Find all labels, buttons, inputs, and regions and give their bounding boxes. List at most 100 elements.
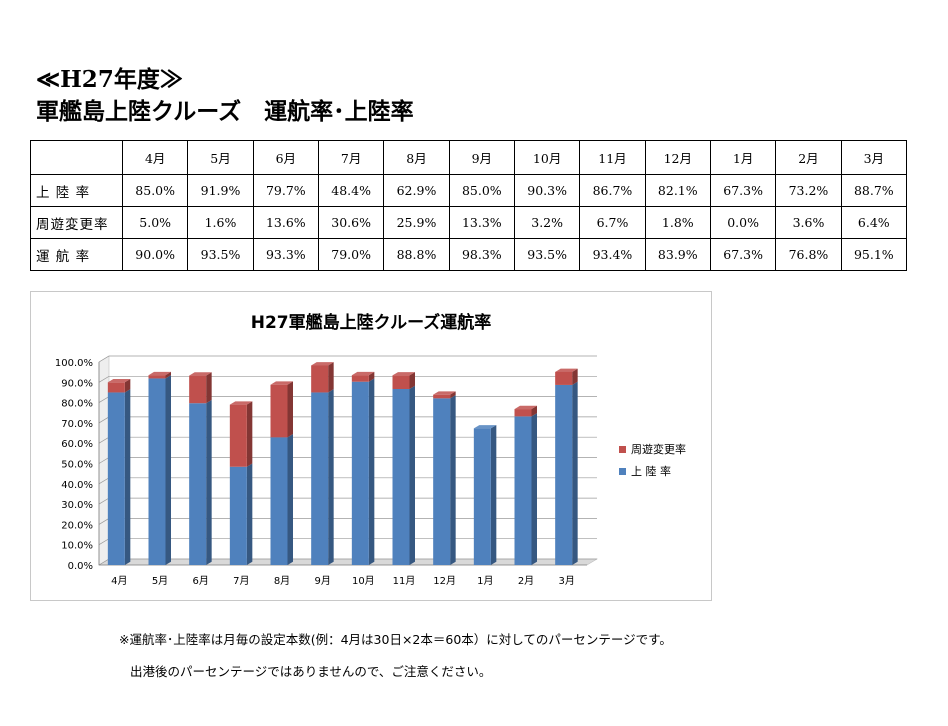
plot-area (99, 356, 597, 565)
bar-side (124, 389, 131, 565)
legend-label: 上 陸 率 (631, 464, 671, 478)
footnote: ※運航率･上陸率は月毎の設定本数(例：4月は30日×2本＝60本）に対してのパー… (119, 632, 672, 647)
bar-side (328, 362, 334, 393)
table-cell: 1.8% (644, 206, 711, 239)
chart-container: H27軍艦島上陸クルーズ運航率 0.0% 10.0% 20.0% 30.0% 40.0% 5… (30, 291, 712, 601)
x-tick-label: 1月 (477, 575, 493, 587)
month-header: 11月 (579, 140, 646, 175)
bar-segment (351, 381, 369, 565)
bar-side (246, 401, 253, 467)
table-cell: 48.4% (317, 174, 385, 207)
table-cell: 62.9% (383, 174, 450, 207)
table-cell: 85.0% (448, 174, 515, 207)
table-cell: 73.2% (775, 174, 842, 207)
table-cell: 13.6% (252, 206, 319, 239)
legend-swatch (619, 468, 626, 475)
y-tick-label: 20.0% (61, 520, 93, 531)
bar-side (572, 381, 578, 565)
y-tick-label: 50.0% (61, 460, 93, 471)
bar-side (531, 405, 537, 417)
table-header-row: 4月 5月 6月 7月 8月 9月 10月 11月 12月 1月 2月 3月 (30, 140, 908, 175)
table-cell: 98.3% (448, 238, 515, 271)
gridline (98, 355, 597, 363)
bar-segment (514, 409, 532, 417)
row-label: 上 陸 率 (30, 174, 123, 207)
table-cell: 0.0% (709, 206, 777, 239)
table-cell: 5.0% (121, 206, 189, 239)
table-cell: 1.6% (187, 206, 254, 239)
table-cell: 95.1% (840, 238, 908, 271)
bar-side (287, 381, 293, 438)
x-tick-label: 3月 (558, 575, 574, 587)
table-cell: 67.3% (709, 174, 777, 207)
table-row-operation-rate: 運 航 率 90.0% 93.5% 93.3% 79.0% 88.8% 98.3… (30, 238, 908, 271)
legend-label: 周遊変更率 (631, 442, 686, 456)
bar-side (409, 385, 415, 565)
chart-title: H27軍艦島上陸クルーズ運航率 (251, 312, 492, 333)
y-tick-label: 70.0% (61, 419, 93, 430)
month-header: 12月 (644, 140, 711, 175)
bar-top (433, 391, 456, 395)
bar-segment (270, 437, 288, 565)
bar-segment (107, 392, 125, 565)
bar-top (311, 362, 334, 366)
bar-segment (107, 382, 125, 393)
bar-side (206, 399, 212, 565)
bar-top (229, 401, 253, 405)
table-cell: 82.1% (644, 174, 711, 207)
bar-segment (392, 375, 410, 389)
bar-top (514, 405, 537, 410)
y-tick-label: 30.0% (61, 500, 93, 511)
table-row-landing-rate: 上 陸 率 85.0% 91.9% 79.7% 48.4% 62.9% 85.0… (30, 174, 908, 207)
bar-segment (311, 392, 329, 565)
table-cell: 93.4% (579, 238, 646, 271)
table-cell: 88.8% (383, 238, 450, 271)
y-tick-label: 90.0% (61, 378, 93, 389)
table-cell: 67.3% (709, 238, 777, 271)
x-tick-label: 11月 (393, 575, 416, 587)
table-cell: 85.0% (121, 174, 189, 207)
month-header: 1月 (709, 140, 777, 175)
bar-side (124, 379, 131, 393)
table-cell: 93.5% (187, 238, 254, 271)
table-cell: 3.6% (775, 206, 842, 239)
table-cell: 25.9% (383, 206, 450, 239)
bar-segment (555, 371, 573, 385)
bar-side (165, 375, 171, 565)
table-cell: 93.3% (252, 238, 319, 271)
table-cell: 91.9% (187, 174, 254, 207)
bar-side (165, 371, 171, 379)
bar-segment (473, 428, 491, 565)
table-row-tour-change-rate: 周遊変更率 5.0% 1.6% 13.6% 30.6% 25.9% 13.3% … (30, 206, 908, 239)
bar-side (206, 372, 212, 404)
table-cell: 76.8% (775, 238, 842, 271)
bar-segment (148, 378, 166, 565)
bar-segment (148, 375, 166, 379)
table-cell: 93.5% (513, 238, 581, 271)
month-header: 3月 (840, 140, 908, 175)
bar-side (287, 434, 293, 565)
bar-side (572, 368, 578, 385)
table-cell: 13.3% (448, 206, 515, 239)
bar-side (490, 425, 497, 565)
bar-top (351, 371, 375, 376)
stacked-bar-chart: H27軍艦島上陸クルーズ運航率 0.0% 10.0% 20.0% 30.0% 40.0% 5… (55, 312, 686, 587)
bar-top (148, 371, 171, 376)
bar-side (409, 372, 415, 389)
table-cell: 83.9% (644, 238, 711, 271)
bar-top (189, 372, 212, 376)
bar-segment (555, 384, 573, 565)
bar-side (328, 389, 334, 565)
bar-segment (392, 388, 410, 565)
y-tick-label: 0.0% (68, 561, 93, 572)
x-tick-label: 6月 (192, 575, 208, 587)
month-header: 5月 (187, 140, 254, 175)
legend-swatch (619, 446, 626, 453)
bar-segment (189, 403, 207, 565)
month-header: 4月 (121, 140, 189, 175)
month-header: 6月 (252, 140, 319, 175)
page-title: 軍艦島上陸クルーズ 運航率･上陸率 (36, 98, 414, 125)
bar-side (450, 395, 456, 565)
table-cell: 90.3% (513, 174, 581, 207)
bar-top (473, 425, 497, 429)
